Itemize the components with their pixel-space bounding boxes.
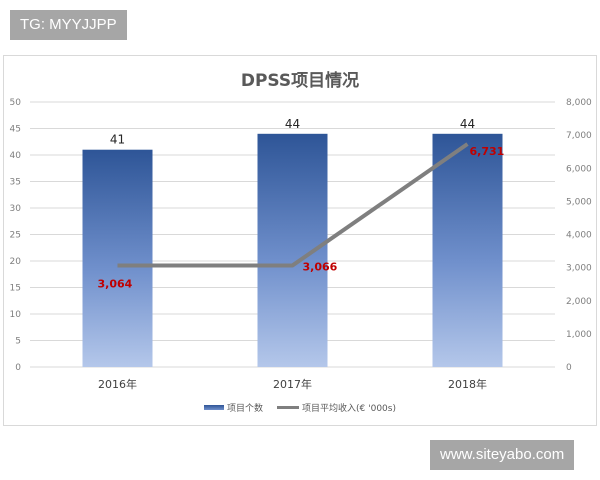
legend-item-line: 项目平均收入(€ '000s) [277,401,396,414]
category-label: 2016年 [98,377,137,391]
left-tick-label: 50 [10,98,22,108]
line-value-label: 3,064 [98,278,133,291]
bar-swatch-icon [204,405,225,410]
left-tick-label: 20 [10,257,22,267]
left-tick-label: 35 [10,178,21,188]
legend-label-bars: 项目个数 [227,404,264,414]
right-axis: 0 1,000 2,000 3,000 4,000 5,000 6,000 7,000 8,00… [566,98,592,373]
right-tick-label: 5,000 [566,197,592,207]
right-tick-label: 7,000 [566,131,592,141]
watermark-top-left: TG: MYYJJPP [10,10,127,40]
watermark-bottom-right: www.siteyabo.com [430,440,575,470]
right-tick-label: 0 [566,363,572,373]
x-axis: 2016年 2017年 2018年 [98,377,487,391]
chart-title: DPSS项目情况 [240,71,360,91]
left-tick-label: 15 [10,284,21,294]
left-tick-label: 30 [10,204,22,214]
legend-label-line: 项目平均收入(€ '000s) [302,404,396,414]
left-tick-label: 0 [15,363,21,373]
category-label: 2017年 [273,377,312,391]
legend: 项目个数 项目平均收入(€ '000s) [0,401,600,414]
left-tick-label: 25 [10,231,21,241]
line-swatch-icon [277,406,300,409]
bar-value-label: 41 [110,133,125,147]
left-tick-label: 45 [10,125,21,135]
line-path [117,142,469,268]
bar-series: 41 44 44 [82,117,503,367]
bar-value-label: 44 [460,117,475,131]
line-value-label: 6,731 [470,145,505,158]
right-tick-label: 8,000 [566,98,592,108]
left-tick-label: 40 [10,151,22,161]
right-tick-label: 3,000 [566,264,592,274]
line-value-label: 3,066 [303,260,338,273]
right-tick-label: 6,000 [566,164,592,174]
left-axis: 0 5 10 15 20 25 30 35 40 45 50 [10,98,22,373]
category-label: 2018年 [448,377,487,391]
legend-item-bars: 项目个数 [204,401,263,414]
bar [82,149,153,367]
left-tick-label: 5 [15,337,21,347]
bar-value-label: 44 [285,117,300,131]
line-series: 3,064 3,066 6,731 [98,142,505,291]
bar [432,133,503,367]
left-tick-label: 10 [10,310,22,320]
right-tick-label: 1,000 [566,330,592,340]
right-tick-label: 2,000 [566,297,592,307]
right-tick-label: 4,000 [566,231,592,241]
